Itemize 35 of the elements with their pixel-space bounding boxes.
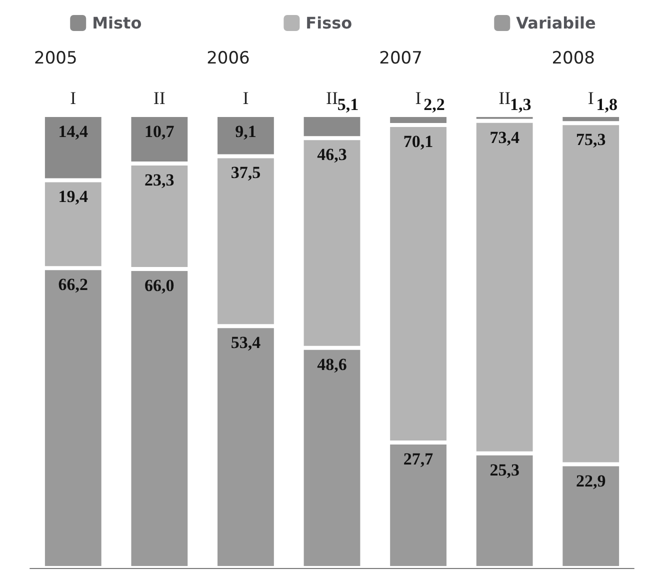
x-tick-label: II bbox=[153, 88, 166, 108]
legend-label: Misto bbox=[92, 14, 142, 32]
data-label: 75,3 bbox=[576, 130, 606, 150]
text: 2005 bbox=[34, 48, 78, 68]
data-label: 14,4 bbox=[58, 122, 89, 141]
data-label: 37,5 bbox=[230, 163, 261, 182]
data-label: 22,9 bbox=[576, 471, 606, 490]
data-label: 66,0 bbox=[144, 276, 174, 296]
text: 2007 bbox=[379, 48, 422, 68]
text: 2006 bbox=[206, 48, 250, 68]
x-tick-label: I bbox=[588, 88, 594, 108]
data-label: 1,8 bbox=[596, 95, 618, 114]
data-label: 1,3 bbox=[510, 95, 532, 114]
data-label: 10,7 bbox=[144, 122, 175, 141]
legend-label: Fisso bbox=[306, 14, 352, 32]
legend-label: Variabile bbox=[516, 14, 596, 32]
data-label: 2,2 bbox=[424, 95, 445, 114]
data-label: 27,7 bbox=[403, 450, 434, 469]
data-label: 9,1 bbox=[235, 122, 256, 141]
data-label: 53,4 bbox=[230, 333, 262, 352]
data-label: 19,4 bbox=[58, 187, 89, 206]
data-label: 70,1 bbox=[403, 132, 434, 151]
x-tick-label: I bbox=[242, 88, 249, 108]
data-label: 23,3 bbox=[144, 170, 174, 190]
data-label: 25,3 bbox=[490, 460, 520, 480]
data-label: 73,4 bbox=[490, 128, 520, 147]
data-label: 5,1 bbox=[337, 95, 359, 114]
x-tick-label: II bbox=[498, 88, 511, 108]
data-label: 46,3 bbox=[317, 145, 347, 164]
x-tick-label: I bbox=[415, 88, 422, 108]
text: 2008 bbox=[552, 48, 595, 68]
x-tick-label: II bbox=[326, 88, 338, 108]
data-label: 66,2 bbox=[58, 275, 88, 294]
x-tick-label: I bbox=[70, 88, 76, 108]
data-label: 48,6 bbox=[317, 354, 347, 374]
